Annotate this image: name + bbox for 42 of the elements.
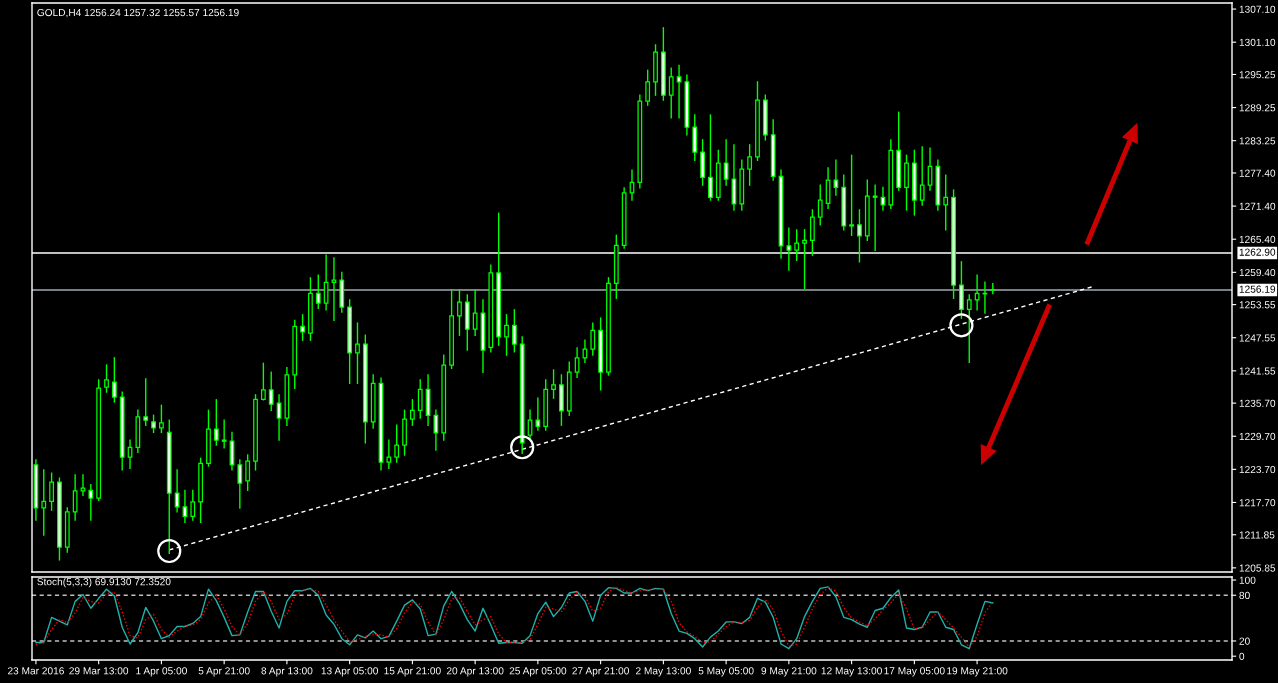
y-tick-label: 1301.10 (1239, 38, 1276, 46)
text: GOLD,H4 1256.24 1257.32 1255.57 1256.19 (37, 8, 239, 18)
y-tick-label: 1295.25 (1239, 71, 1276, 79)
x-tick-label: 25 Apr 05:00 (509, 667, 567, 677)
y-tick-label: 100 (1239, 576, 1256, 584)
x-tick-label: 15 Apr 21:00 (384, 667, 441, 677)
x-tick-label: 5 Apr 21:00 (198, 667, 250, 677)
ref-line-label: 1256.19 (1239, 285, 1276, 293)
y-tick-label: 1271.40 (1239, 202, 1276, 210)
chart-title: Stoch(5,3,3) 69.9130 72.3520 (37, 577, 171, 588)
y-tick-label: 1283.25 (1239, 137, 1276, 145)
x-tick-label: 27 Apr 21:00 (572, 667, 629, 677)
y-tick-label: 1241.55 (1239, 367, 1276, 375)
x-tick-label: 13 Apr 05:00 (321, 667, 378, 677)
y-tick-label: 1277.40 (1239, 169, 1276, 177)
x-tick-label: 17 May 05:00 (884, 667, 945, 677)
y-tick-label: 1307.10 (1239, 5, 1276, 13)
y-tick-label: 1265.40 (1239, 235, 1276, 243)
y-tick-label: 1229.70 (1239, 432, 1276, 441)
x-tick-label: 12 May 13:00 (821, 667, 882, 677)
y-tick-label: 20 (1239, 637, 1250, 645)
y-tick-label: 0 (1239, 652, 1245, 660)
y-tick-label: 1235.70 (1239, 399, 1276, 407)
y-tick-label: 1223.70 (1239, 465, 1276, 474)
x-tick-label: 19 May 21:00 (947, 667, 1008, 677)
y-tick-label: 80 (1239, 591, 1250, 600)
y-tick-label: 1259.40 (1239, 268, 1276, 277)
x-tick-label: 1 Apr 05:00 (136, 667, 187, 677)
x-tick-label: 9 May 21:00 (761, 667, 817, 677)
x-tick-label: 2 May 13:00 (635, 667, 691, 677)
x-tick-label: 8 Apr 13:00 (261, 667, 313, 677)
ref-line-label: 1262.90 (1239, 248, 1276, 256)
y-tick-label: 1211.85 (1239, 531, 1275, 539)
y-tick-label: 1253.55 (1239, 301, 1276, 309)
y-tick-label: 1217.70 (1239, 499, 1276, 507)
x-tick-label: 23 Mar 2016 (7, 667, 64, 675)
y-tick-label: 1247.55 (1239, 334, 1276, 342)
x-tick-label: 29 Mar 13:00 (69, 667, 129, 675)
x-tick-label: 20 Apr 13:00 (446, 667, 504, 677)
y-tick-label: 1289.25 (1239, 104, 1276, 112)
y-tick-label: 1205.85 (1239, 564, 1276, 572)
x-tick-label: 5 May 05:00 (698, 667, 754, 677)
